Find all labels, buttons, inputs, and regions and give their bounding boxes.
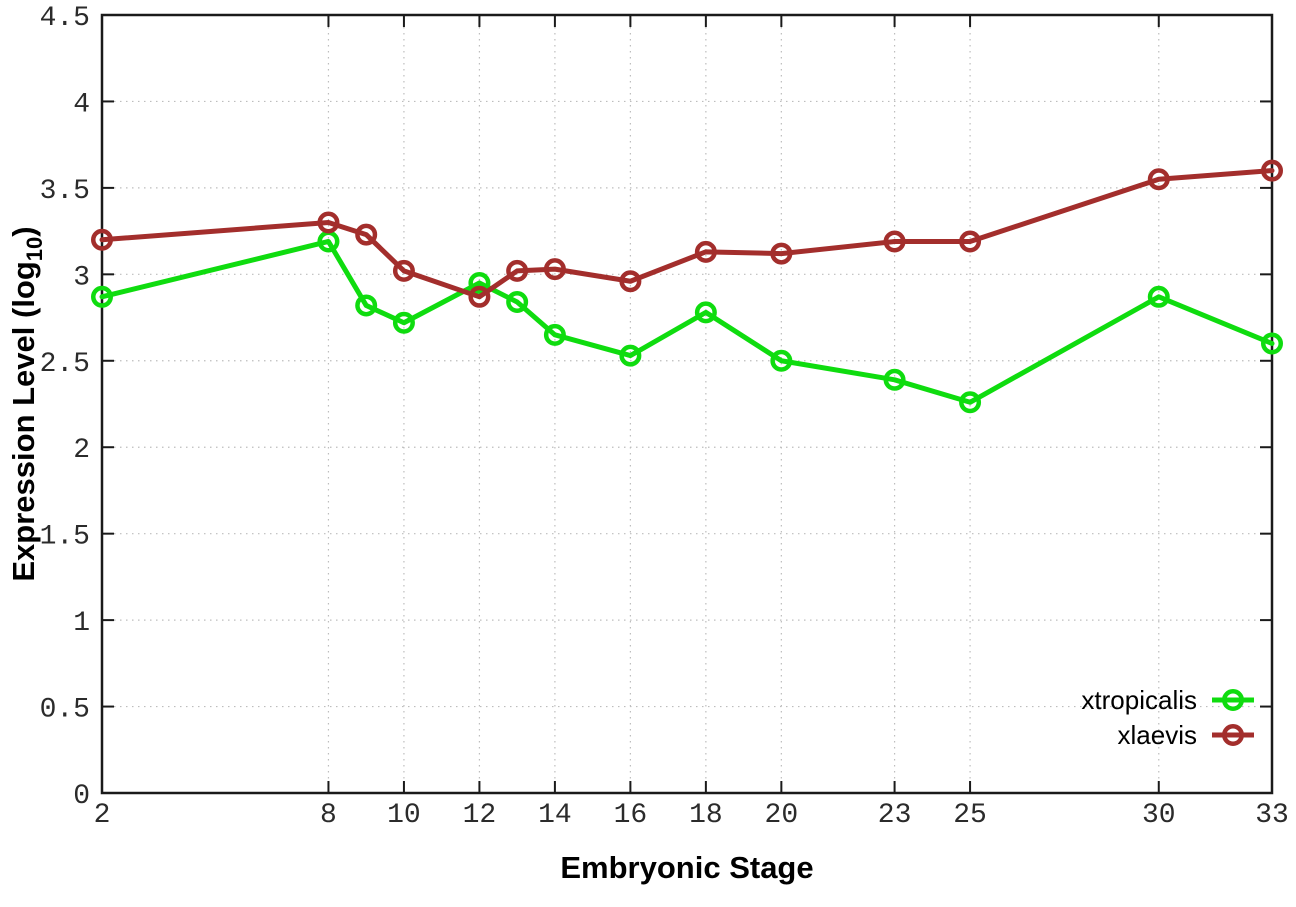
x-tick-label: 2 <box>94 800 111 831</box>
series-line-xlaevis <box>99 168 1275 300</box>
y-axis-title: Expression Level (log10) <box>6 226 47 581</box>
x-tick-label: 33 <box>1255 800 1289 831</box>
data-point-xtropicalis <box>392 311 415 334</box>
data-point-xtropicalis <box>694 301 717 324</box>
data-point-xlaevis <box>317 211 340 234</box>
x-axis-title: Embryonic Stage <box>560 850 813 885</box>
y-tick-label: 1.5 <box>40 522 90 553</box>
data-point-xtropicalis <box>506 290 529 313</box>
x-tick-label: 8 <box>320 800 337 831</box>
legend-label-xtropicalis: xtropicalis <box>1081 685 1197 715</box>
legend-label-xlaevis: xlaevis <box>1118 720 1197 750</box>
data-point-xtropicalis <box>1147 285 1170 308</box>
axis-ticks <box>101 14 1273 794</box>
y-tick-labels: 0 0.5 1 1.5 2 2.5 3 3.5 4 4.5 <box>40 3 90 812</box>
data-point-xlaevis <box>91 228 113 251</box>
data-point-xtropicalis <box>468 271 491 294</box>
data-point-xlaevis <box>770 242 793 265</box>
y-tick-label: 1 <box>73 608 90 639</box>
data-point-xlaevis <box>1147 168 1170 191</box>
data-point-xtropicalis <box>770 349 793 372</box>
legend-marker-xlaevis <box>1222 724 1244 746</box>
x-tick-label: 18 <box>689 800 723 831</box>
legend-marker-xtropicalis <box>1222 689 1244 711</box>
data-point-xlaevis <box>694 240 717 263</box>
data-point-xtropicalis <box>91 285 113 308</box>
x-tick-label: 12 <box>463 800 497 831</box>
data-point-xtropicalis <box>619 344 642 367</box>
data-point-xlaevis <box>1261 159 1283 182</box>
data-point-xtropicalis <box>1261 332 1283 355</box>
x-tick-label: 14 <box>538 800 572 831</box>
x-tick-labels: 2 8 10 12 14 16 18 20 23 25 30 33 <box>94 800 1289 831</box>
y-tick-label: 3 <box>73 262 90 293</box>
y-tick-label: 2.5 <box>40 349 90 380</box>
data-point-xlaevis <box>355 223 378 246</box>
data-point-xlaevis <box>543 258 566 281</box>
data-point-xtropicalis <box>543 323 566 346</box>
series-line-xtropicalis <box>99 238 1275 405</box>
x-tick-label: 20 <box>765 800 799 831</box>
data-point-xlaevis <box>506 259 529 282</box>
data-point-xlaevis <box>959 230 982 253</box>
y-tick-label: 2 <box>73 435 90 466</box>
y-tick-label: 0 <box>73 781 90 812</box>
data-point-xlaevis <box>468 285 491 308</box>
y-tick-label: 4.5 <box>40 3 90 34</box>
data-point-xtropicalis <box>959 391 982 414</box>
legend: xtropicalis xlaevis <box>1081 685 1254 750</box>
x-tick-label: 23 <box>878 800 912 831</box>
x-tick-label: 25 <box>953 800 987 831</box>
y-tick-label: 0.5 <box>40 695 90 726</box>
data-point-xtropicalis <box>883 368 906 391</box>
plot-border <box>100 13 1274 795</box>
grid <box>102 15 1272 793</box>
y-tick-label: 3.5 <box>40 176 90 207</box>
data-point-xlaevis <box>619 270 642 293</box>
data-point-xlaevis <box>392 259 415 282</box>
data-point-xlaevis <box>883 230 906 253</box>
y-tick-label: 4 <box>73 89 90 120</box>
x-tick-label: 16 <box>614 800 648 831</box>
x-tick-label: 30 <box>1142 800 1176 831</box>
series-xlaevis <box>91 159 1283 308</box>
data-point-xtropicalis <box>355 294 378 317</box>
x-tick-label: 10 <box>387 800 421 831</box>
